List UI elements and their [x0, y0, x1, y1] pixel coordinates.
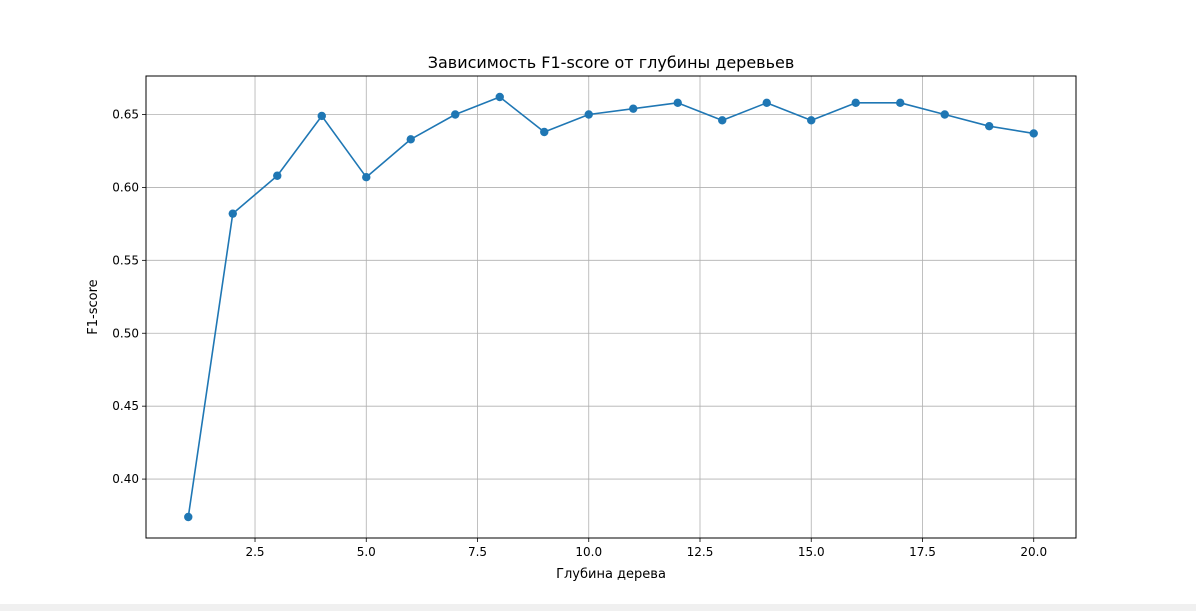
x-tick-label: 15.0: [798, 545, 825, 559]
x-axis-label: Глубина дерева: [556, 567, 666, 582]
data-point: [762, 98, 771, 108]
data-point: [406, 135, 415, 144]
plot-area-frame: [145, 75, 1077, 539]
data-point: [228, 209, 237, 218]
y-tick-label: 0.55: [112, 253, 139, 267]
chart-title: Зависимость F1-score от глубины деревьев: [428, 53, 795, 72]
y-tick-label: 0.45: [112, 399, 139, 413]
x-tick-label: 10.0: [575, 545, 602, 559]
x-tick-label: 12.5: [687, 545, 714, 559]
x-tick-label: 5.0: [357, 545, 376, 559]
x-tick-label: 7.5: [468, 545, 487, 559]
data-point: [985, 121, 994, 131]
data-point: [673, 98, 682, 108]
data-point: [540, 127, 549, 137]
data-point: [451, 110, 460, 119]
data-point: [896, 98, 905, 108]
x-tick-label: 2.5: [245, 545, 264, 559]
data-point: [362, 173, 371, 182]
y-tick-label: 0.60: [112, 180, 139, 194]
data-point: [184, 512, 193, 522]
data-point: [273, 171, 282, 180]
y-tick-label: 0.65: [112, 108, 139, 122]
grid-lines: [146, 76, 1076, 538]
data-point: [718, 116, 727, 125]
data-point: [851, 98, 860, 108]
data-series: [184, 92, 1038, 522]
y-tick-label: 0.40: [112, 472, 139, 486]
x-tick-label: 20.0: [1020, 545, 1047, 559]
data-point: [807, 116, 816, 125]
data-point: [584, 110, 593, 119]
x-tick-label: 17.5: [909, 545, 936, 559]
axis-ticks: 2.5 5.0 7.5 10.0 12.5 15.0 17.5 20.0 0.40 0.45 0.5…: [112, 108, 1047, 560]
bottom-strip: [0, 604, 1196, 611]
data-point: [940, 110, 949, 119]
y-tick-label: 0.50: [112, 326, 139, 340]
data-point: [495, 92, 504, 102]
data-point: [629, 104, 638, 113]
series-line: [187, 96, 1034, 518]
data-point: [1029, 129, 1038, 138]
data-point: [317, 111, 326, 121]
y-axis-label: F1-score: [86, 279, 101, 334]
